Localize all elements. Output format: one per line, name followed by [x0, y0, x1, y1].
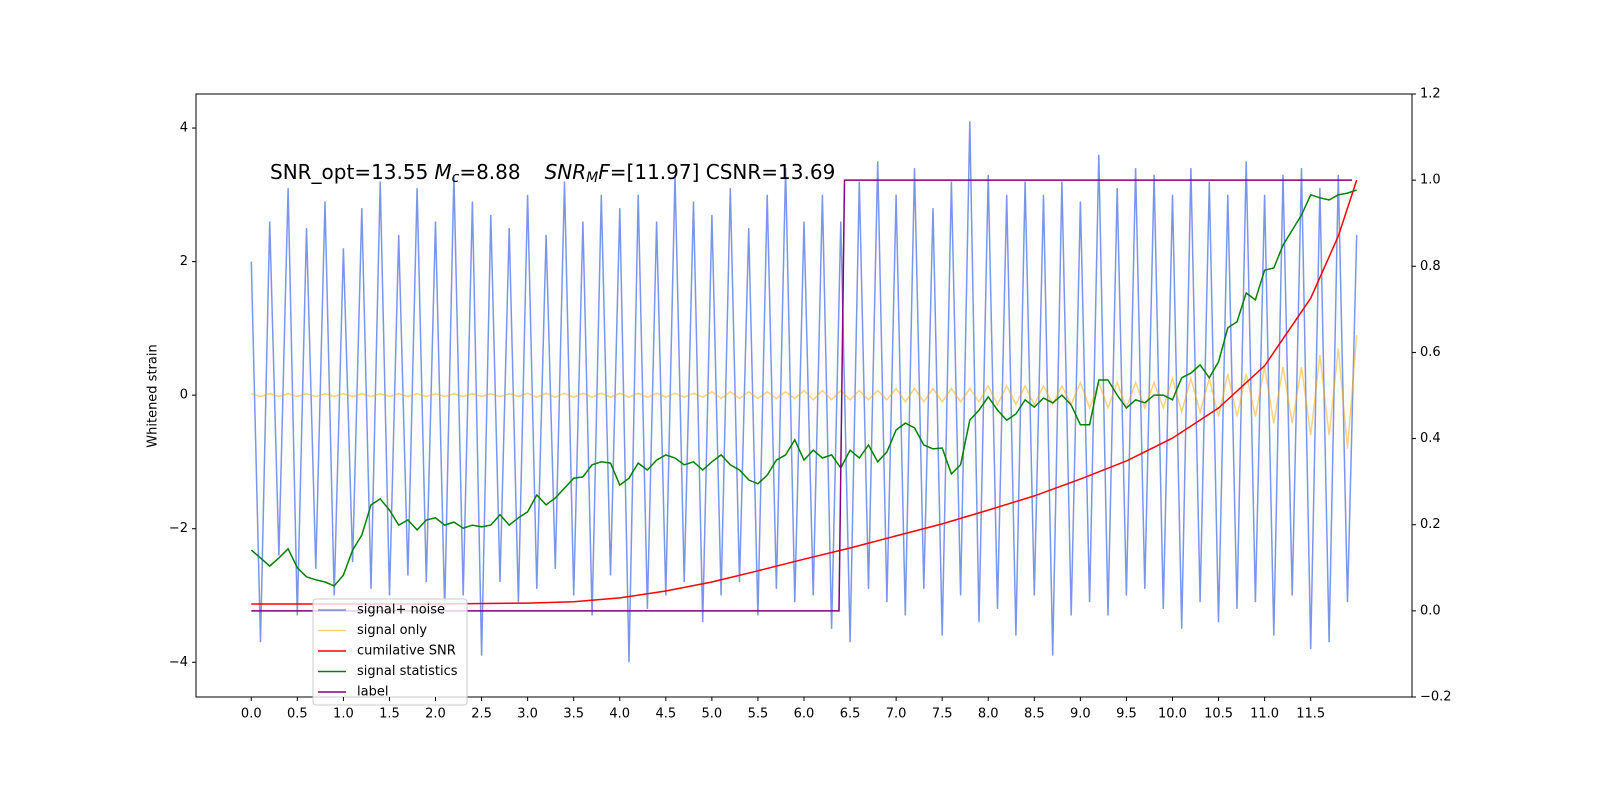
annotation-part: M	[586, 170, 598, 186]
x-tick-label: 7.5	[932, 707, 953, 722]
x-tick-label: 11.5	[1296, 707, 1325, 722]
y2-tick-label: 1.2	[1420, 87, 1441, 102]
annotation: SNR_opt=13.55 Mc=8.88 SNRMF=[11.97] CSNR=1…	[270, 160, 835, 187]
x-tick-label: 4.5	[655, 707, 676, 722]
plot-area	[250, 121, 1358, 663]
x-tick-label: 3.5	[563, 707, 584, 722]
legend-label: signal+ noise	[357, 603, 445, 618]
series-line	[250, 121, 1358, 663]
annotation-part: c	[452, 170, 460, 186]
legend: signal+ noise signal only cumilative SNR si…	[312, 598, 468, 706]
x-tick-label: 6.5	[840, 707, 861, 722]
y2-tick-label: 0.8	[1420, 259, 1441, 274]
series-line	[251, 179, 1358, 605]
y2-tick-label: 0.6	[1420, 345, 1441, 360]
annotation-part: SNR	[545, 160, 587, 184]
x-tick-label: 8.5	[1024, 707, 1045, 722]
x-tick-label: 7.0	[886, 707, 907, 722]
annotation-part: SNR_opt=13.55	[270, 160, 428, 184]
legend-label: signal statistics	[357, 664, 458, 679]
x-tick-label: 2.5	[471, 707, 492, 722]
x-tick-label: 9.5	[1116, 707, 1137, 722]
x-tick-label: 5.5	[748, 707, 769, 722]
legend-label: cumilative SNR	[357, 644, 456, 659]
y2-tick-label: 0.0	[1420, 603, 1441, 618]
x-tick-label: 3.0	[517, 707, 538, 722]
x-tick-label: 5.0	[702, 707, 723, 722]
y-tick-label: 0	[180, 388, 188, 403]
y-tick-label: −2	[169, 521, 188, 536]
legend-label: label	[357, 685, 388, 700]
x-tick-label: 8.0	[978, 707, 999, 722]
x-tick-label: 1.0	[333, 707, 354, 722]
x-tick-label: 10.5	[1204, 707, 1233, 722]
legend-label: signal only	[357, 623, 427, 638]
x-tick-label: 0.0	[241, 707, 262, 722]
x-tick-label: 1.5	[379, 707, 400, 722]
x-tick-label: 0.5	[287, 707, 308, 722]
y2-tick-label: 0.2	[1420, 517, 1441, 532]
y2-tick-label: 0.4	[1420, 431, 1441, 446]
y2-tick-label: −0.2	[1420, 690, 1452, 705]
y-axis-label: Whitened strain	[146, 344, 161, 447]
series-line	[250, 189, 1357, 587]
series-line	[251, 179, 1353, 612]
x-tick-label: 9.0	[1070, 707, 1091, 722]
x-tick-label: 2.0	[425, 707, 446, 722]
y2-tick-label: 1.0	[1420, 173, 1441, 188]
y-tick-label: 2	[180, 254, 188, 269]
annotation-part: =[11.97] CSNR=13.69	[610, 160, 836, 184]
annotation-part: F	[598, 160, 610, 184]
annotation-part: M	[434, 160, 451, 184]
annotation-part: =8.88	[459, 160, 520, 184]
y-tick-label: −4	[169, 655, 188, 670]
x-tick-label: 11.0	[1250, 707, 1279, 722]
x-tick-label: 6.0	[794, 707, 815, 722]
series-line	[251, 335, 1358, 449]
y-tick-label: 4	[180, 121, 188, 136]
x-tick-label: 10.0	[1158, 707, 1187, 722]
legend-box	[312, 598, 468, 706]
x-tick-label: 4.0	[609, 707, 630, 722]
